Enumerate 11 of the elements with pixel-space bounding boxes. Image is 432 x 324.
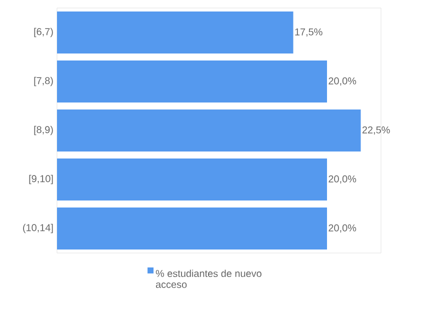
y-tick-label: [7,8): [34, 76, 53, 86]
y-tick-label: [8,9): [34, 126, 53, 136]
y-tick-label: [6,7): [34, 28, 53, 38]
data-label: 20,0%: [328, 224, 356, 233]
y-tick-label: (10,14]: [23, 224, 53, 234]
data-label: 20,0%: [328, 175, 356, 184]
legend-label: % estudiantes de nuevo acceso: [156, 270, 262, 288]
data-label: 17,5%: [295, 28, 322, 37]
y-tick-label: [9,10]: [29, 174, 53, 184]
data-label: 22,5%: [362, 126, 390, 135]
data-label: 20,0%: [328, 77, 356, 86]
